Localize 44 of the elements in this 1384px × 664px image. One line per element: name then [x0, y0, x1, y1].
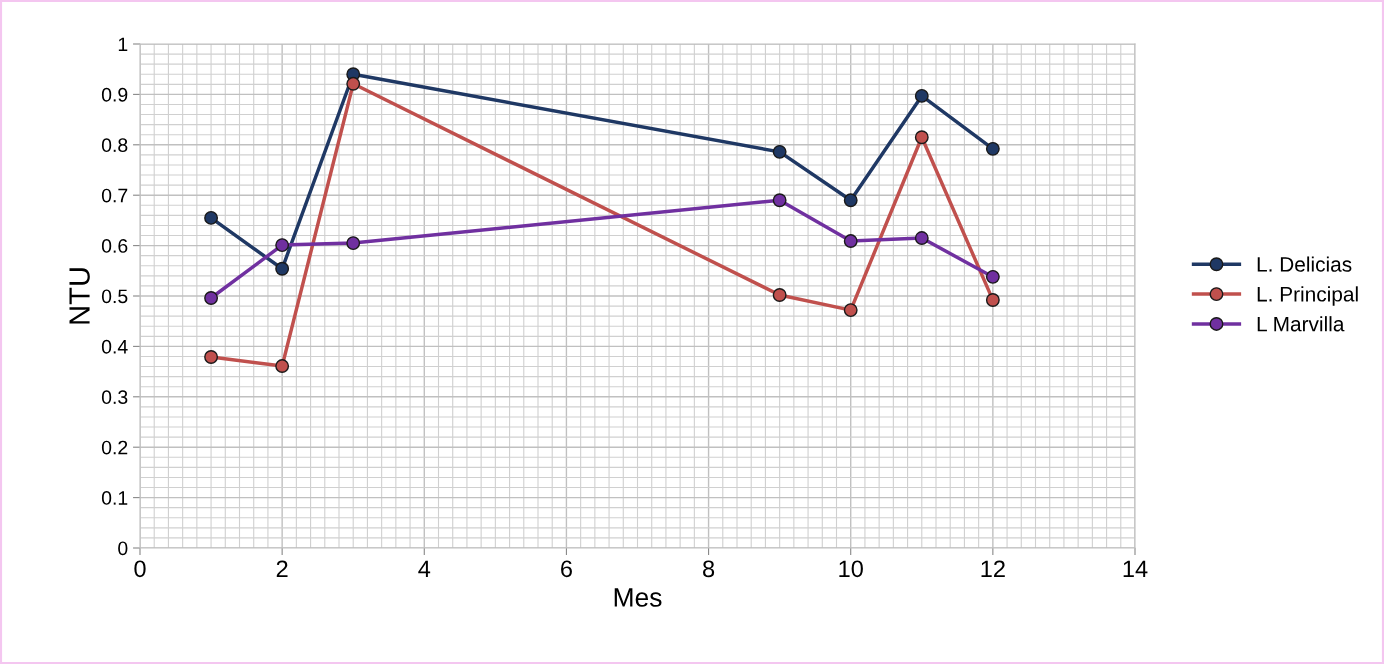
y-tick-label: 0.1: [101, 491, 128, 505]
legend-label: L Marvilla: [1257, 316, 1345, 332]
x-tick-label: 2: [276, 560, 288, 577]
y-tick-label: 0.2: [101, 440, 128, 455]
y-tick-label: 0.5: [101, 289, 128, 304]
y-tick-label: 0: [118, 541, 128, 556]
legend-label: L. Principal: [1257, 286, 1358, 306]
y-tick-label: 0.7: [101, 188, 128, 203]
point: [985, 141, 1000, 156]
y-tick-label: 0.4: [101, 339, 128, 354]
x-tick-label: 14: [1123, 560, 1148, 577]
point: [914, 231, 929, 245]
point: [843, 193, 858, 208]
point: [204, 210, 219, 225]
point: [843, 303, 858, 318]
point: [204, 350, 219, 364]
y-tick-label: 0.9: [101, 87, 128, 102]
x-tick-label: 6: [561, 560, 572, 578]
y-tick-label: 0.6: [101, 239, 128, 253]
point: [914, 130, 929, 145]
point: [275, 238, 290, 253]
point: [346, 76, 361, 91]
point: [275, 261, 290, 276]
y-axis-title: NTU: [69, 268, 90, 324]
x-tick-label: 10: [839, 560, 863, 578]
point: [204, 291, 219, 305]
point: [772, 193, 787, 208]
x-tick-label: 12: [981, 560, 1005, 577]
point: [772, 144, 787, 159]
x-axis-title: Mes: [614, 588, 662, 607]
point: [914, 88, 929, 103]
point: [275, 359, 290, 374]
point: [346, 236, 361, 251]
point: [843, 234, 858, 249]
point: [985, 269, 1000, 284]
y-tick-label: 0.3: [101, 390, 128, 405]
point: [772, 288, 787, 302]
x-tick-label: 8: [703, 560, 715, 578]
y-tick-label: 1: [118, 37, 128, 52]
y-tick-label: 0.8: [101, 138, 128, 153]
point: [985, 293, 1000, 307]
x-tick-label: 4: [418, 560, 431, 577]
legend-label: L. Delicias: [1257, 256, 1352, 272]
x-tick-label: 0: [134, 560, 146, 578]
